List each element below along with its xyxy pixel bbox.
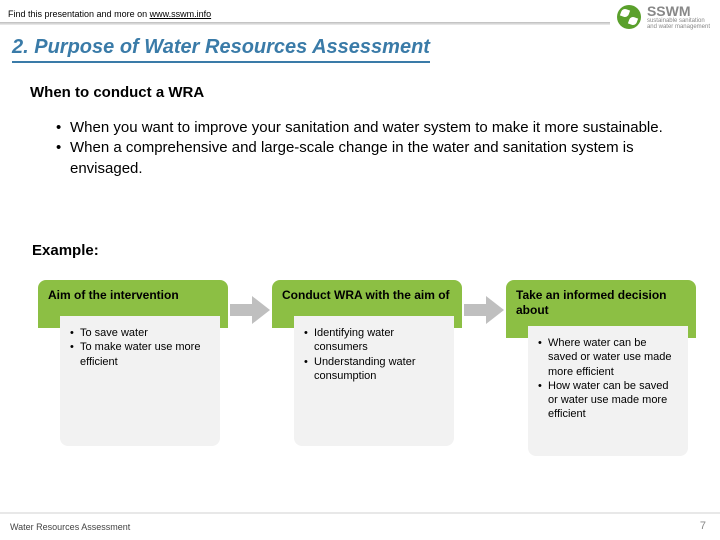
col-item: Where water can be saved or water use ma… <box>548 336 678 379</box>
col-body: •Where water can be saved or water use m… <box>528 326 688 456</box>
col-item: Identifying water consumers <box>314 326 444 355</box>
col-item: How water can be saved or water use made… <box>548 379 678 422</box>
header-link[interactable]: www.sswm.info <box>150 9 212 19</box>
section-title: 2. Purpose of Water Resources Assessment <box>12 36 430 63</box>
bullet-item: •When you want to improve your sanitatio… <box>56 118 674 138</box>
col-item: To make water use more efficient <box>80 340 210 369</box>
arrow-icon <box>228 286 272 334</box>
process-col: Take an informed decision about •Where w… <box>506 280 696 456</box>
header-caption: Find this presentation and more on www.s… <box>8 9 211 19</box>
footer-divider <box>0 512 720 514</box>
header-prefix: Find this presentation and more on <box>8 9 150 19</box>
col-item: To save water <box>80 326 148 340</box>
example-heading: Example: <box>32 242 99 259</box>
process-col: Conduct WRA with the aim of •Identifying… <box>272 280 462 446</box>
col-body: •Identifying water consumers •Understand… <box>294 316 454 446</box>
process-col: Aim of the intervention •To save water •… <box>38 280 228 446</box>
logo-main: SSWM <box>647 4 710 18</box>
bullet-item: •When a comprehensive and large-scale ch… <box>56 138 674 179</box>
header-divider <box>0 22 610 25</box>
brand-logo: SSWM sustainable sanitation and water ma… <box>617 4 710 30</box>
sub-heading: When to conduct a WRA <box>30 84 204 101</box>
bullet-text: When you want to improve your sanitation… <box>70 118 663 138</box>
process-columns: Aim of the intervention •To save water •… <box>38 280 698 456</box>
logo-text-block: SSWM sustainable sanitation and water ma… <box>647 4 710 30</box>
footer-title: Water Resources Assessment <box>10 522 130 532</box>
bullet-text: When a comprehensive and large-scale cha… <box>70 138 674 179</box>
col-item: Understanding water consumption <box>314 355 444 384</box>
logo-sub2: and water management <box>647 24 710 30</box>
page-number: 7 <box>700 520 706 532</box>
logo-icon <box>617 5 641 29</box>
col-body: •To save water •To make water use more e… <box>60 316 220 446</box>
arrow-icon <box>462 286 506 334</box>
body-bullets: •When you want to improve your sanitatio… <box>56 118 674 179</box>
